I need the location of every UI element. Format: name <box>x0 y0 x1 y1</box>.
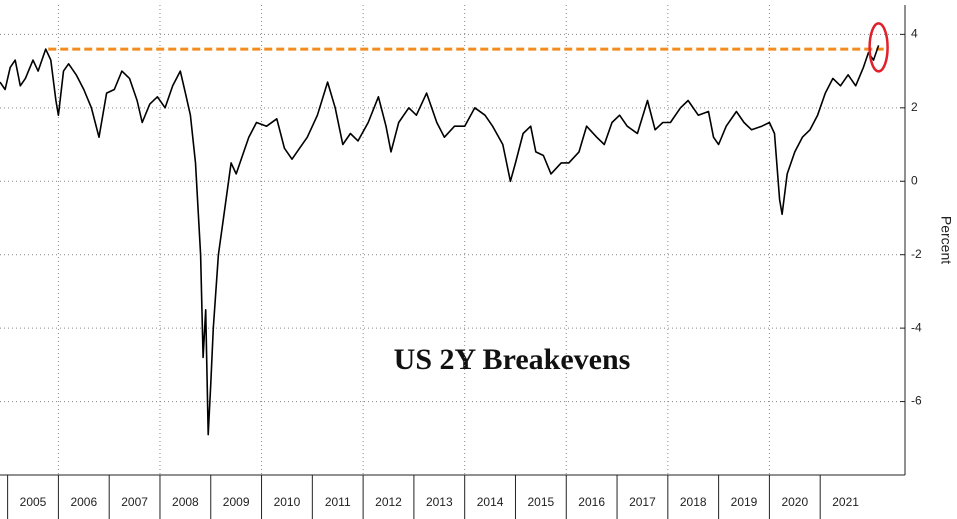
chart-annotation: US 2Y Breakevens <box>394 343 631 376</box>
y-axis-label: Percent <box>938 216 954 264</box>
x-tick-label: 2011 <box>325 495 351 509</box>
y-tick-label: -4 <box>911 320 922 334</box>
x-tick-label: 2005 <box>20 495 47 509</box>
x-tick-label: 2010 <box>274 495 301 509</box>
x-tick-label: 2015 <box>528 495 555 509</box>
x-tick-label: 2006 <box>70 495 97 509</box>
x-tick-label: 2012 <box>375 495 402 509</box>
x-tick-label: 2009 <box>223 495 250 509</box>
x-tick-label: 2019 <box>731 495 758 509</box>
x-tick-label: 2016 <box>578 495 605 509</box>
y-tick-label: -6 <box>911 394 922 408</box>
x-tick-label: 2013 <box>426 495 453 509</box>
highlight-circle <box>868 22 889 73</box>
x-tick-label: 2008 <box>172 495 199 509</box>
x-tick-label: 2007 <box>121 495 148 509</box>
x-tick-label: 2020 <box>781 495 808 509</box>
x-tick-label: 2018 <box>680 495 707 509</box>
data-line <box>0 45 880 436</box>
y-tick-label: 0 <box>911 173 918 187</box>
y-tick-label: -2 <box>911 247 922 261</box>
y-tick-label: 2 <box>911 100 918 114</box>
x-tick-label: 2021 <box>832 495 859 509</box>
x-tick-label: 2017 <box>629 495 656 509</box>
x-tick-label: 2014 <box>477 495 504 509</box>
y-tick-label: 4 <box>911 27 918 41</box>
